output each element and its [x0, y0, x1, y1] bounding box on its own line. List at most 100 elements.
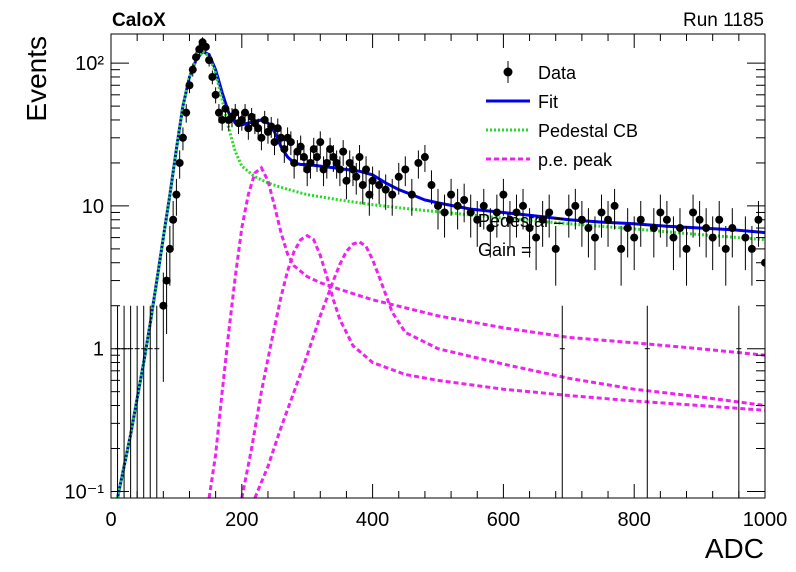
- data-point: [208, 70, 217, 85]
- data-point: [147, 305, 153, 498]
- data-point: [244, 118, 253, 140]
- data-point: [623, 208, 632, 258]
- legend-label: Fit: [538, 92, 558, 112]
- data-point: [636, 200, 645, 247]
- data-points: [115, 37, 765, 498]
- data-point: [715, 200, 724, 247]
- data-point: [420, 145, 429, 172]
- legend-label: Data: [538, 63, 577, 83]
- data-point: [519, 188, 528, 230]
- data-point: [332, 150, 341, 179]
- data-point: [381, 174, 390, 210]
- data-point: [597, 194, 606, 238]
- data-point: [306, 150, 315, 179]
- data-point: [313, 145, 322, 172]
- data-point: [375, 170, 384, 205]
- data-point: [675, 208, 684, 258]
- data-point: [649, 208, 658, 258]
- data-point: [610, 188, 619, 230]
- legend-label: p.e. peak: [538, 150, 613, 170]
- data-point: [182, 104, 191, 123]
- data-point: [218, 110, 227, 131]
- plot-frame: [110, 33, 766, 499]
- run-label: Run 1185: [683, 10, 764, 31]
- data-point: [159, 272, 168, 382]
- data-point: [169, 200, 178, 247]
- data-point: [365, 178, 374, 216]
- y-tick-label: 10⁻¹: [65, 481, 105, 503]
- y-tick-label: 10²: [75, 53, 104, 75]
- data-point: [630, 216, 639, 271]
- data-point: [231, 104, 240, 123]
- x-tick-label: 1000: [743, 509, 788, 531]
- data-point: [466, 194, 475, 238]
- plot-area: [115, 37, 765, 498]
- y-tick-label: 10: [82, 196, 104, 218]
- y-tick-label: 1: [93, 339, 104, 361]
- x-tick-label: 200: [225, 509, 258, 531]
- data-point: [286, 131, 295, 156]
- data-point: [257, 127, 266, 151]
- pedestal-annotation: Pedestal =: [478, 211, 564, 231]
- data-point: [192, 51, 201, 64]
- data-point: [728, 208, 737, 258]
- data-point: [551, 225, 560, 286]
- data-point: [479, 188, 488, 230]
- data-point: [689, 194, 698, 238]
- data-point: [721, 225, 730, 286]
- data-point: [499, 178, 508, 216]
- data-point: [355, 145, 364, 172]
- data-point: [185, 78, 194, 94]
- data-point: [394, 162, 403, 195]
- data-point: [559, 305, 565, 498]
- curve-p-e-peak-3: [253, 240, 765, 498]
- data-point: [427, 170, 436, 205]
- data-point: [473, 200, 482, 247]
- data-point: [584, 208, 593, 258]
- data-point: [260, 110, 269, 131]
- data-point: [348, 156, 357, 187]
- data-point: [486, 208, 495, 258]
- data-point: [682, 225, 691, 286]
- data-point: [201, 41, 210, 53]
- data-point: [175, 150, 184, 179]
- data-point: [339, 140, 348, 166]
- legend-label: Pedestal CB: [538, 121, 638, 141]
- data-point: [741, 216, 750, 271]
- data-point: [525, 208, 534, 258]
- data-point: [134, 305, 140, 498]
- data-point: [460, 183, 469, 223]
- data-point: [590, 216, 599, 271]
- data-point: [708, 216, 717, 271]
- data-point: [505, 200, 514, 247]
- data-point: [538, 200, 547, 247]
- data-point: [656, 194, 665, 238]
- y-axis-label: Events: [21, 36, 52, 122]
- data-point: [407, 178, 416, 216]
- data-point: [545, 194, 554, 238]
- data-point: [702, 208, 711, 258]
- data-point: [267, 116, 276, 138]
- data-point: [695, 200, 704, 247]
- data-point: [577, 200, 586, 247]
- x-tick-label: 400: [356, 509, 389, 531]
- experiment-label: CaloX: [112, 10, 166, 31]
- data-point: [352, 162, 361, 195]
- data-point: [736, 305, 742, 498]
- data-point: [345, 150, 354, 179]
- x-tick-label: 600: [487, 509, 520, 531]
- data-point: [241, 104, 250, 123]
- data-point: [512, 194, 521, 238]
- data-point: [532, 216, 541, 271]
- legend-entry-data: Data: [503, 61, 577, 83]
- curve-p-e-peak-2: [240, 233, 765, 498]
- data-point: [440, 194, 449, 238]
- data-point: [564, 194, 573, 238]
- data-point: [368, 166, 377, 200]
- data-point: [172, 178, 181, 216]
- data-point: [644, 305, 650, 498]
- legend-entry-pedestal-cb: Pedestal CB: [486, 121, 638, 141]
- gain-annotation: Gain =: [478, 240, 532, 260]
